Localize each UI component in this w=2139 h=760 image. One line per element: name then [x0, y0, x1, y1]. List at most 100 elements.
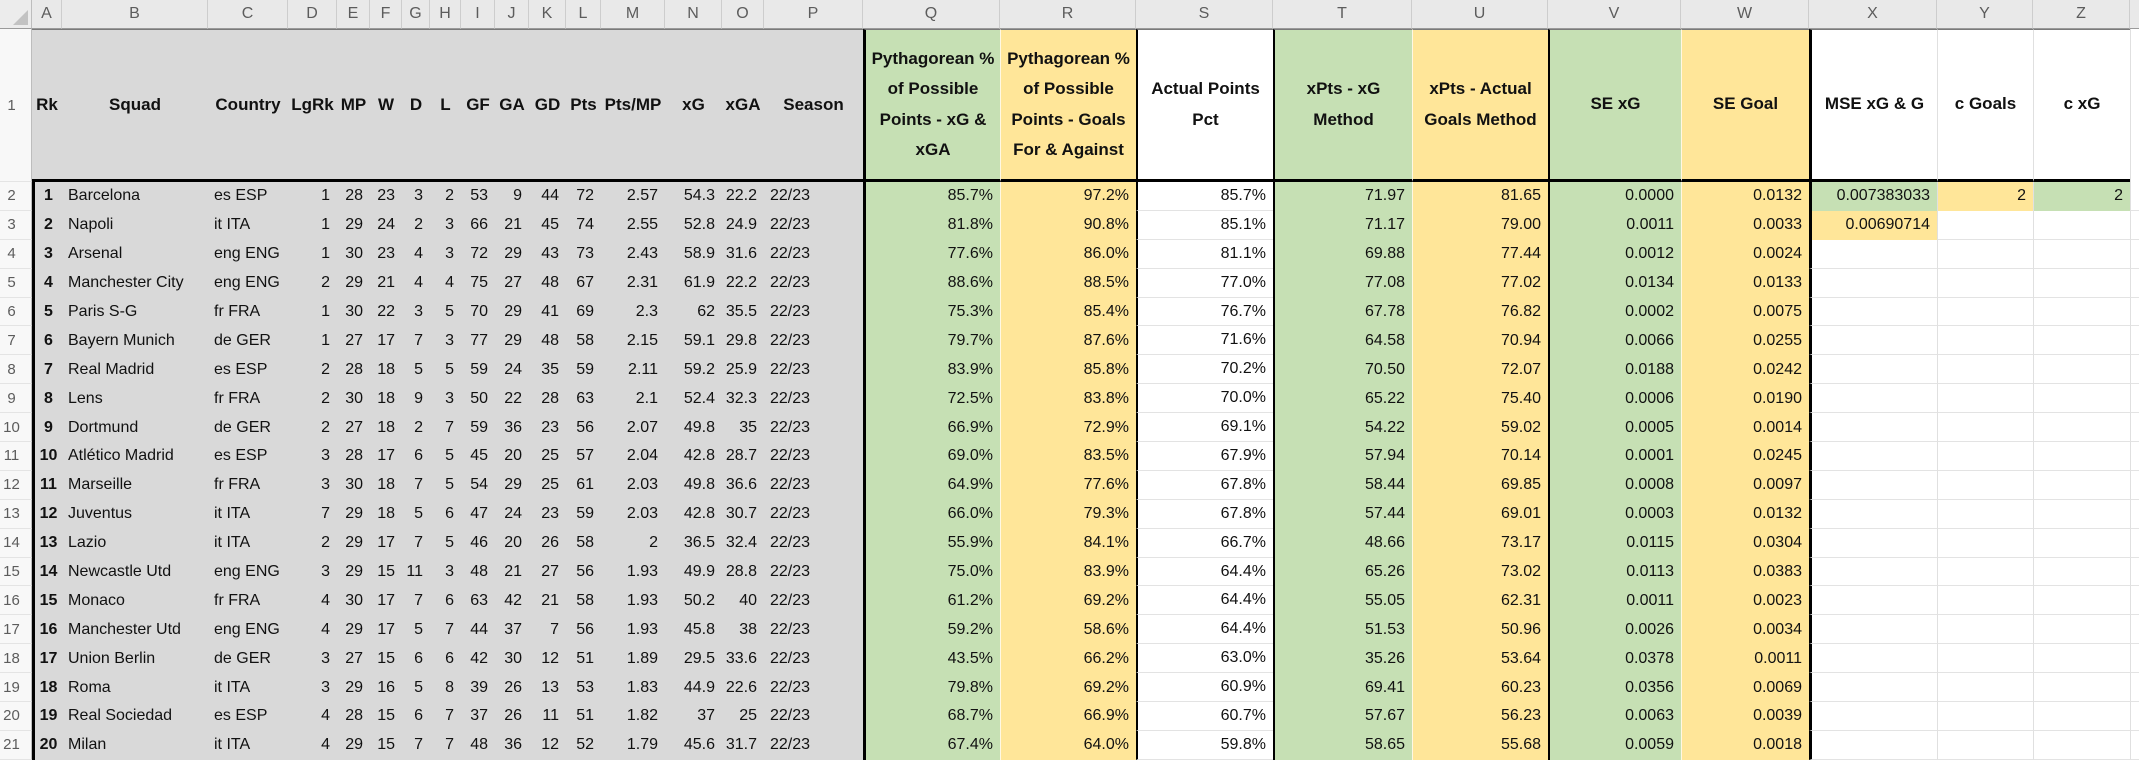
cell-P11[interactable]: 22/23 — [764, 442, 863, 471]
column-header-A[interactable]: A — [32, 0, 62, 29]
cell-H12[interactable]: 5 — [430, 470, 461, 500]
cell-F19[interactable]: 16 — [370, 673, 402, 703]
cell-K12[interactable]: 25 — [529, 470, 566, 500]
cell-P15[interactable]: 22/23 — [764, 557, 863, 587]
cell-L7[interactable]: 58 — [566, 326, 601, 356]
cell-U20[interactable]: 56.23 — [1412, 702, 1548, 731]
cell-G17[interactable]: 5 — [402, 615, 430, 645]
cell-F9[interactable]: 18 — [370, 384, 402, 414]
cell-D15[interactable]: 3 — [288, 557, 337, 587]
cell-O15[interactable]: 28.8 — [722, 557, 764, 587]
cell-S16[interactable]: 64.4% — [1136, 586, 1273, 616]
cell-Y20[interactable] — [1937, 702, 2033, 731]
header-pyth_xg[interactable]: Pythagorean % of Possible Points - xG & … — [863, 29, 1000, 182]
cell-K14[interactable]: 26 — [529, 528, 566, 558]
cell-T10[interactable]: 54.22 — [1273, 413, 1412, 443]
cell-O16[interactable]: 40 — [722, 586, 764, 616]
cell-P3[interactable]: 22/23 — [764, 210, 863, 240]
cell-S20[interactable]: 60.7% — [1136, 702, 1273, 731]
cell-H21[interactable]: 7 — [430, 730, 461, 760]
cell-S10[interactable]: 69.1% — [1136, 413, 1273, 443]
cell-S18[interactable]: 63.0% — [1136, 644, 1273, 674]
column-header-P[interactable]: P — [764, 0, 863, 29]
cell-I5[interactable]: 75 — [461, 268, 495, 298]
header-country[interactable]: Country — [208, 29, 288, 182]
cell-N18[interactable]: 29.5 — [665, 644, 722, 674]
cell-M4[interactable]: 2.43 — [601, 239, 665, 269]
cell-F15[interactable]: 15 — [370, 557, 402, 587]
cell-J9[interactable]: 22 — [495, 384, 529, 414]
cell-W21[interactable]: 0.0018 — [1681, 730, 1809, 760]
row-header-11[interactable]: 11 — [0, 442, 32, 471]
cell-J2[interactable]: 9 — [495, 182, 529, 211]
cell-N11[interactable]: 42.8 — [665, 442, 722, 471]
row-header-8[interactable]: 8 — [0, 355, 32, 385]
cell-O21[interactable]: 31.7 — [722, 730, 764, 760]
cell-E12[interactable]: 30 — [337, 470, 370, 500]
cell-O12[interactable]: 36.6 — [722, 470, 764, 500]
cell-T8[interactable]: 70.50 — [1273, 355, 1412, 385]
header-d[interactable]: D — [402, 29, 430, 182]
header-xpts_xg[interactable]: xPts - xG Method — [1273, 29, 1412, 182]
cell-T17[interactable]: 51.53 — [1273, 615, 1412, 645]
cell-G6[interactable]: 3 — [402, 297, 430, 327]
cell-K15[interactable]: 27 — [529, 557, 566, 587]
row-header-14[interactable]: 14 — [0, 528, 32, 558]
cell-P5[interactable]: 22/23 — [764, 268, 863, 298]
cell-S14[interactable]: 66.7% — [1136, 528, 1273, 558]
cell-F17[interactable]: 17 — [370, 615, 402, 645]
cell-C4[interactable]: eng ENG — [208, 239, 288, 269]
cell-X3[interactable]: 0.00690714 — [1809, 210, 1937, 240]
cell-K10[interactable]: 23 — [529, 413, 566, 443]
cell-O3[interactable]: 24.9 — [722, 210, 764, 240]
cell-L21[interactable]: 52 — [566, 730, 601, 760]
cell-U8[interactable]: 72.07 — [1412, 355, 1548, 385]
cell-V14[interactable]: 0.0115 — [1548, 528, 1681, 558]
cell-V7[interactable]: 0.0066 — [1548, 326, 1681, 356]
row-header-9[interactable]: 9 — [0, 384, 32, 414]
header-mse[interactable]: MSE xG & G — [1809, 29, 1937, 182]
cell-M12[interactable]: 2.03 — [601, 470, 665, 500]
cell-W5[interactable]: 0.0133 — [1681, 268, 1809, 298]
cell-L12[interactable]: 61 — [566, 470, 601, 500]
row-header-3[interactable]: 3 — [0, 210, 32, 240]
cell-Y15[interactable] — [1937, 557, 2033, 587]
cell-Z10[interactable] — [2033, 413, 2130, 443]
row-header-16[interactable]: 16 — [0, 586, 32, 616]
cell-D13[interactable]: 7 — [288, 499, 337, 529]
cell-R16[interactable]: 69.2% — [1000, 586, 1136, 616]
cell-O13[interactable]: 30.7 — [722, 499, 764, 529]
row-header-6[interactable]: 6 — [0, 297, 32, 327]
header-w[interactable]: W — [370, 29, 402, 182]
cell-E15[interactable]: 29 — [337, 557, 370, 587]
cell-L19[interactable]: 53 — [566, 673, 601, 703]
cell-R8[interactable]: 85.8% — [1000, 355, 1136, 385]
cell-N4[interactable]: 58.9 — [665, 239, 722, 269]
cell-N9[interactable]: 52.4 — [665, 384, 722, 414]
cell-I11[interactable]: 45 — [461, 442, 495, 471]
cell-W17[interactable]: 0.0034 — [1681, 615, 1809, 645]
cell-G20[interactable]: 6 — [402, 702, 430, 731]
column-header-S[interactable]: S — [1136, 0, 1273, 29]
column-header-G[interactable]: G — [402, 0, 430, 29]
cell-H4[interactable]: 3 — [430, 239, 461, 269]
cell-C20[interactable]: es ESP — [208, 702, 288, 731]
cell-C19[interactable]: it ITA — [208, 673, 288, 703]
cell-E2[interactable]: 28 — [337, 182, 370, 211]
header-l[interactable]: L — [430, 29, 461, 182]
cell-U21[interactable]: 55.68 — [1412, 730, 1548, 760]
cell-S5[interactable]: 77.0% — [1136, 268, 1273, 298]
cell-L3[interactable]: 74 — [566, 210, 601, 240]
column-header-O[interactable]: O — [722, 0, 764, 29]
cell-E5[interactable]: 29 — [337, 268, 370, 298]
column-header-I[interactable]: I — [461, 0, 495, 29]
header-xpts_goals[interactable]: xPts - Actual Goals Method — [1412, 29, 1548, 182]
cell-F5[interactable]: 21 — [370, 268, 402, 298]
cell-J18[interactable]: 30 — [495, 644, 529, 674]
cell-O18[interactable]: 33.6 — [722, 644, 764, 674]
cell-P6[interactable]: 22/23 — [764, 297, 863, 327]
cell-D21[interactable]: 4 — [288, 730, 337, 760]
cell-K16[interactable]: 21 — [529, 586, 566, 616]
cell-E8[interactable]: 28 — [337, 355, 370, 385]
cell-C15[interactable]: eng ENG — [208, 557, 288, 587]
